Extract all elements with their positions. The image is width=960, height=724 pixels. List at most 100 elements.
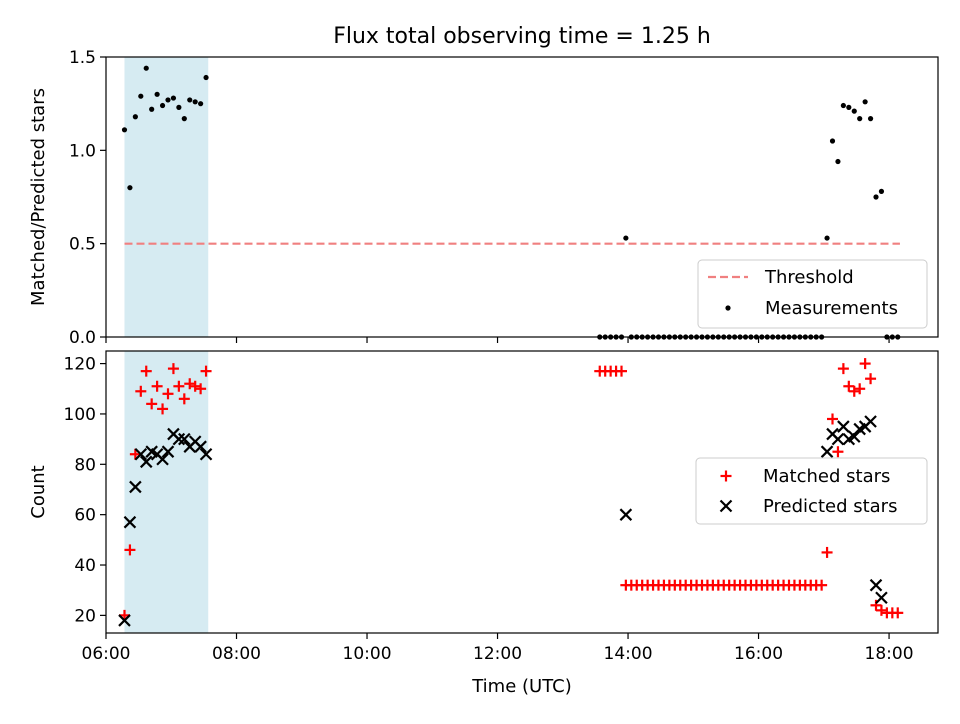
- legend-matched-marker: [720, 470, 732, 482]
- predicted-point-b: [199, 447, 213, 461]
- predicted-point-b: [118, 614, 131, 627]
- predicted-point-b: [864, 415, 877, 428]
- measurement-point: [176, 104, 182, 110]
- predicted-point: [820, 445, 834, 458]
- bottom-panel-count: 20 40 60 80 100 120 06:00 08:00 10:00 12:00 14:00…: [28, 350, 939, 664]
- bot-xtick-label-5: 16:00: [734, 644, 783, 664]
- measurement-point: [829, 138, 836, 144]
- predicted-point-b: [194, 440, 207, 453]
- matched-point: [178, 393, 190, 405]
- predicted-point-b: [831, 432, 845, 446]
- bot-ytick-label-0: 20: [74, 606, 96, 626]
- figure-title: Flux total observing time = 1.25 h: [333, 24, 711, 49]
- bot-ytick-label-4: 100: [64, 405, 96, 425]
- measurement-point: [121, 127, 128, 133]
- predicted-point: [875, 591, 888, 605]
- top-x-ticks: [105, 337, 890, 343]
- bottom-legend-box: [695, 457, 928, 525]
- measurement-point: [840, 102, 846, 109]
- matched-point: [816, 579, 828, 591]
- measurement-point: [857, 116, 863, 122]
- predicted-point: [123, 515, 137, 529]
- matched-point: [173, 380, 185, 392]
- matched-point: [870, 599, 882, 611]
- bot-xtick-label-4: 14:00: [604, 644, 653, 664]
- predicted-point-b: [156, 452, 169, 466]
- matched-point: [140, 365, 152, 377]
- measurement-point: [132, 114, 138, 120]
- predicted-point: [837, 420, 850, 433]
- legend-predicted-marker-b: [719, 499, 733, 513]
- legend-matched-swatch: [720, 470, 732, 482]
- predicted-point-b: [161, 445, 175, 458]
- matched-point: [865, 373, 877, 385]
- bot-xtick-label-6: 18:00: [865, 644, 914, 664]
- top-y-ticks: 0.0 0.5 1.0 1.5: [69, 48, 106, 348]
- bottom-marks: [118, 358, 904, 627]
- measurement-point: [149, 106, 155, 112]
- legend-threshold-label: Threshold: [764, 267, 854, 288]
- measurement-point: [138, 93, 144, 99]
- measurement-point: [127, 185, 133, 191]
- predicted-point: [129, 480, 142, 494]
- predicted-point: [864, 415, 877, 428]
- matched-point: [184, 378, 196, 390]
- legend-predicted-swatch: [719, 499, 733, 513]
- matched-point: [200, 365, 212, 377]
- predicted-point: [619, 508, 633, 521]
- bottom-legend: Matched stars Predicted stars: [695, 457, 928, 525]
- bottom-shaded-span: [124, 351, 209, 633]
- legend-measurements-swatch: [725, 305, 731, 311]
- matched-point: [821, 546, 833, 558]
- top-legend-box: [697, 259, 928, 329]
- bot-xtick-label-3: 12:00: [473, 644, 522, 664]
- top-legend: Threshold Measurements: [697, 259, 928, 329]
- predicted-point: [869, 578, 883, 592]
- measurement-point: [154, 91, 160, 97]
- bot-ytick-label-5: 120: [64, 355, 96, 375]
- matched-point: [129, 448, 141, 460]
- predicted-point: [161, 445, 175, 458]
- matched-point: [616, 365, 628, 377]
- predicted-point: [139, 455, 153, 469]
- predicted-point-b: [837, 420, 850, 433]
- predicted-point: [199, 447, 213, 461]
- matched-point: [827, 413, 839, 425]
- predicted-point: [847, 430, 861, 443]
- bot-ytick-label-3: 80: [74, 455, 96, 475]
- predicted-point-b: [178, 432, 191, 446]
- matched-point: [875, 604, 887, 616]
- predicted-point-b: [820, 445, 834, 458]
- top-ytick-label-2: 1.0: [69, 141, 96, 161]
- matched-point: [167, 363, 179, 375]
- measurement-point: [192, 99, 198, 105]
- top-ytick-label-1: 0.5: [69, 235, 96, 255]
- top-panel-ratio: 0.0 0.5 1.0 1.5 Matched/Predicted stars Thr…: [28, 48, 939, 348]
- matched-point: [848, 385, 860, 397]
- legend-predicted-marker: [719, 499, 733, 513]
- predicted-point-b: [875, 591, 888, 605]
- legend-predicted-label: Predicted stars: [763, 496, 897, 517]
- matched-point: [195, 383, 207, 395]
- measurement-point: [203, 74, 209, 81]
- predicted-point-b: [134, 447, 148, 461]
- predicted-point-b: [172, 432, 186, 446]
- predicted-point: [178, 432, 191, 446]
- predicted-point: [118, 614, 131, 627]
- bot-ytick-label-2: 60: [74, 506, 96, 526]
- bottom-y-ticks: 20 40 60 80 100 120: [64, 355, 106, 626]
- measurement-point: [824, 235, 830, 241]
- legend-measurements-label: Measurements: [765, 298, 898, 319]
- measurement-point: [143, 65, 149, 71]
- top-ytick-label-3: 1.5: [69, 48, 96, 68]
- predicted-point-b: [869, 578, 883, 592]
- bot-xtick-label-2: 10:00: [343, 644, 392, 664]
- matched-point: [146, 398, 158, 410]
- predicted-point-b: [123, 515, 137, 529]
- predicted-point: [134, 447, 148, 461]
- predicted-point: [156, 452, 169, 466]
- measurement-point: [170, 95, 177, 101]
- bot-ytick-label-1: 40: [74, 556, 96, 576]
- measurement-point: [198, 101, 204, 107]
